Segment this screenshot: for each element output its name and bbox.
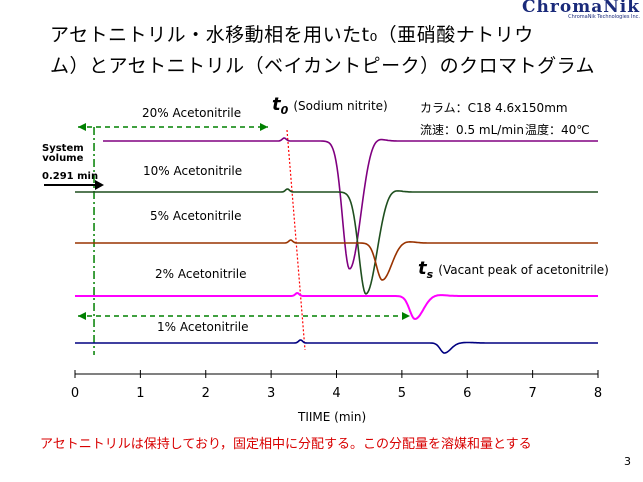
series-label-5: 5% Acetonitrile [150, 209, 242, 223]
x-tick-label-1: 1 [136, 386, 145, 401]
x-tick-label-6: 6 [463, 386, 472, 401]
x-tick-label-2: 2 [201, 386, 210, 401]
x-tick-label-3: 3 [266, 386, 276, 401]
t0-dotted-line [286, 129, 306, 351]
series-label-20: 20% Acetonitrile [142, 106, 242, 120]
trace-s10 [75, 188, 598, 295]
x-tick-label-7: 7 [528, 386, 537, 401]
x-axis-label: TIIME (min) [298, 410, 367, 424]
lower-arrow-left-head [78, 312, 86, 320]
trace-s5 [75, 239, 598, 281]
system-volume-value: 0.291 min [42, 171, 99, 182]
system-volume-arrow-head [95, 180, 104, 190]
guide-lines [44, 123, 410, 355]
ts-annotation: ts (Vacant peak of acetonitrile) [418, 258, 609, 281]
condition-temp: 温度：40℃ [525, 123, 590, 137]
page-number: 3 [624, 455, 631, 468]
title-line-2: ム）とアセトニトリル（ベイカントピーク）のクロマトグラム [50, 55, 596, 77]
system-volume-line-2: volume [42, 153, 84, 164]
chromatogram-traces [75, 137, 598, 354]
ts-symbol: t [418, 258, 427, 279]
system-volume-line-1: System [42, 143, 84, 154]
logo-subtext: ChromaNik Technologies Inc. [568, 14, 640, 20]
upper-arrow-right-head [260, 123, 268, 131]
t0-annotation: t0 (Sodium nitrite) [272, 94, 388, 117]
condition-flow: 流速：0.5 mL/min [420, 123, 524, 137]
trace-s20 [103, 137, 598, 270]
x-axis [74, 370, 599, 378]
upper-arrow-left-head [78, 123, 86, 131]
x-tick-label-4: 4 [332, 386, 341, 401]
logo-text: ChromaNik [522, 0, 640, 17]
company-logo: ChromaNik ChromaNik Technologies Inc. [522, 0, 640, 20]
series-label-1: 1% Acetonitrile [157, 320, 249, 334]
t0-subscript: 0 [280, 104, 289, 117]
trace-s2 [75, 291, 598, 321]
ts-subscript: s [426, 268, 434, 281]
condition-column: カラム：C18 4.6x150mm [420, 101, 568, 115]
footer-note: アセトニトリルは保持しており，固定相中に分配する。この分配量を溶媒和量とする [40, 437, 532, 452]
series-label-10: 10% Acetonitrile [143, 164, 243, 178]
x-tick-label-0: 0 [70, 386, 80, 401]
ts-text: (Vacant peak of acetonitrile) [438, 263, 609, 277]
t0-symbol: t [272, 94, 281, 115]
x-tick-label-5: 5 [397, 386, 407, 401]
title-line-1: アセトニトリル・水移動相を用いたt₀（亜硝酸ナトリウ [50, 24, 534, 46]
series-label-2: 2% Acetonitrile [155, 267, 247, 281]
x-tick-label-8: 8 [593, 386, 603, 401]
system-volume-label: System volume [42, 144, 84, 164]
t0-text: (Sodium nitrite) [293, 99, 388, 113]
lower-arrow-right-head [402, 312, 410, 320]
trace-s1 [75, 339, 598, 354]
